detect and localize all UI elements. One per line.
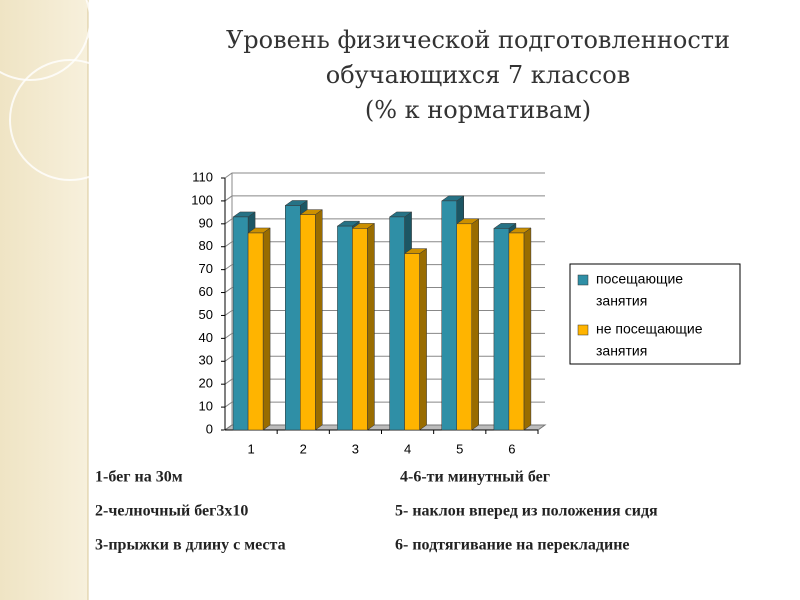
bar-side [419,248,427,431]
note: 4-6-ти минутный бег [400,469,550,486]
legend-swatch [577,274,589,286]
x-tick-label: 2 [300,441,307,456]
bar-side [523,227,532,431]
legend-label: занятия [596,343,647,359]
legend-swatch [577,324,589,336]
decor-circle [0,0,91,81]
x-tick-label: 1 [247,441,254,456]
bar [456,223,472,431]
grid-line [224,309,545,316]
x-tick-label: 6 [508,441,515,456]
legend-box [569,263,741,365]
grid-line [224,264,545,271]
note: 1-бег на 30м [95,469,183,486]
bar [337,225,353,431]
bar [300,214,316,431]
bar [232,216,249,431]
bar-side [471,218,479,431]
y-tick-label: 30 [199,353,213,368]
grid-line [224,218,545,225]
y-tick-label: 100 [191,192,213,207]
bar [247,232,264,431]
y-tick-label: 90 [199,215,213,230]
note: 5- наклон вперед из положения сидя [395,503,658,520]
chart: 0 10 20 30 40 50 60 70 80 90 100 110 1 2 3 4 5 6 посещающи… [191,169,702,456]
y-tick-label: 70 [199,261,213,276]
y-tick-label: 40 [199,330,213,345]
bar-side [367,222,375,431]
y-tick-label: 110 [192,169,213,184]
note: 6- подтягивание на перекладине [395,537,630,554]
y-tick-label: 80 [199,238,213,253]
legend-label: не посещающие [596,321,703,337]
grid-line [224,287,545,293]
grid-line [224,172,545,179]
note: 2-челночный бег3х10 [95,503,248,520]
grid-line [224,378,545,385]
y-tick-label: 60 [199,284,213,299]
bar [404,253,420,431]
title-line: обучающихся 7 классов [326,61,630,89]
title-line: (% к нормативам) [365,96,591,124]
decor-circle [9,59,131,181]
x-tick-label: 5 [456,441,463,456]
bar [493,228,510,431]
bar [389,216,405,431]
grid-line [224,332,545,339]
bar [441,200,457,431]
y-tick-label: 0 [206,421,213,436]
title: Уровень физической подготовленности обуч… [226,26,730,124]
bar-side [315,209,323,431]
y-tick-label: 50 [199,307,213,322]
axis-wall [224,173,233,431]
bar [285,205,301,431]
grid-line [224,355,545,362]
grid-line [224,195,545,202]
grid-line [224,401,545,408]
title-line: Уровень физической подготовленности [226,26,730,54]
x-tick-label: 3 [352,441,359,456]
bar-side [262,227,271,431]
y-tick-label: 10 [199,399,213,414]
legend-label: занятия [596,293,647,309]
bar [352,228,368,431]
x-tick-label: 4 [404,441,411,456]
side-band [0,0,88,600]
y-tick-label: 20 [199,376,213,391]
legend-label: посещающие [596,271,683,287]
note: 3-прыжки в длину с места [95,537,286,554]
grid-line [224,241,545,248]
bar [508,232,525,431]
